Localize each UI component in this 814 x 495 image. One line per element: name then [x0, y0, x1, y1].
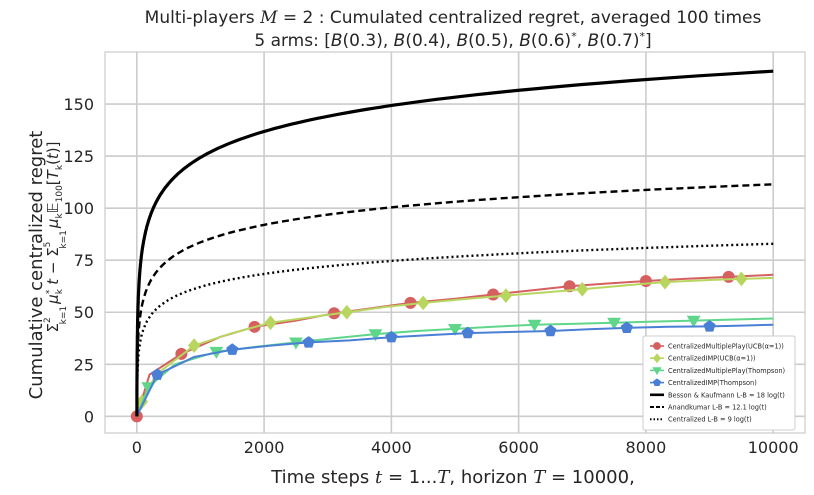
legend-entry: CentralizedIMP(Thompson)	[668, 379, 757, 387]
svg-text:Cumulative centralized regret: Cumulative centralized regret	[26, 131, 47, 400]
legend-box	[642, 335, 796, 431]
data-point	[302, 336, 315, 348]
data-point	[652, 367, 662, 376]
data-point	[722, 270, 735, 283]
series-line	[135, 323, 774, 417]
data-point	[487, 288, 500, 301]
y-tick-label: 50	[74, 303, 94, 322]
data-point	[607, 317, 621, 330]
data-point	[686, 315, 701, 328]
series-line	[135, 242, 774, 417]
data-point	[264, 315, 277, 331]
x-tick-label: 0	[132, 438, 142, 457]
data-point	[340, 304, 353, 320]
data-point	[151, 368, 164, 380]
data-point	[499, 288, 513, 303]
y-tick-label: 125	[63, 147, 94, 166]
data-point	[385, 330, 398, 343]
legend-entry: CentralizedMultiplePlay(Thompson)	[668, 367, 785, 375]
series-line	[135, 69, 774, 417]
data-point	[653, 378, 661, 386]
data-point	[448, 324, 462, 336]
legend-entry: Besson & Kaufmann L-B = 18 log(t)	[668, 391, 785, 399]
y-axis-label: Cumulative centralized regret Σ2 k=1μk* t…	[26, 131, 69, 400]
legend-entry: Anandkumar L-B = 12.1 log(t)	[668, 404, 767, 412]
tick-labels: 0 2000 4000 6000 8000 10000 0 25 50 75 100 125 150	[63, 95, 798, 457]
data-point	[417, 295, 430, 311]
chart-subtitle: 5 arms: [B(0.3), B(0.4), B(0.5), B(0.6)*…	[254, 30, 651, 51]
x-tick-label: 2000	[244, 438, 285, 457]
x-tick-label: 8000	[626, 438, 667, 457]
data-point	[563, 280, 576, 293]
data-point	[658, 274, 672, 290]
data-point	[703, 319, 716, 332]
data-point	[735, 271, 748, 287]
legend-entry: CentralizedMultiplePlay(UCB(α=1))	[668, 343, 784, 351]
data-point	[226, 343, 239, 355]
legend: CentralizedMultiplePlay(UCB(α=1)) Central…	[642, 335, 796, 431]
y-tick-label: 100	[63, 199, 94, 218]
y-tick-label: 150	[63, 95, 94, 114]
y-tick-label: 25	[74, 355, 94, 374]
data-point	[653, 342, 661, 350]
y-tick-label: 75	[74, 251, 94, 270]
chart-title: Multi-players M = 2 : Cumulated centrali…	[145, 8, 762, 28]
data-point	[461, 326, 474, 339]
data-point	[527, 319, 542, 332]
x-tick-label: 4000	[371, 438, 412, 457]
x-tick-label: 10000	[748, 438, 799, 457]
data-point	[652, 353, 662, 364]
legend-entry: Centralized L-B = 9 log(t)	[668, 416, 752, 424]
data-point	[368, 329, 383, 342]
data-point	[620, 321, 633, 333]
data-point	[187, 338, 201, 353]
y-tick-label: 0	[84, 407, 94, 426]
legend-entry: CentralizedIMP(UCB(α=1))	[668, 355, 755, 363]
data-point	[576, 281, 589, 297]
data-point	[544, 324, 557, 337]
x-tick-label: 6000	[498, 438, 539, 457]
series-line	[135, 183, 774, 417]
x-axis-label: Time steps t = 1...T, horizon T = 10000,	[270, 467, 635, 488]
series-layer	[130, 69, 774, 423]
